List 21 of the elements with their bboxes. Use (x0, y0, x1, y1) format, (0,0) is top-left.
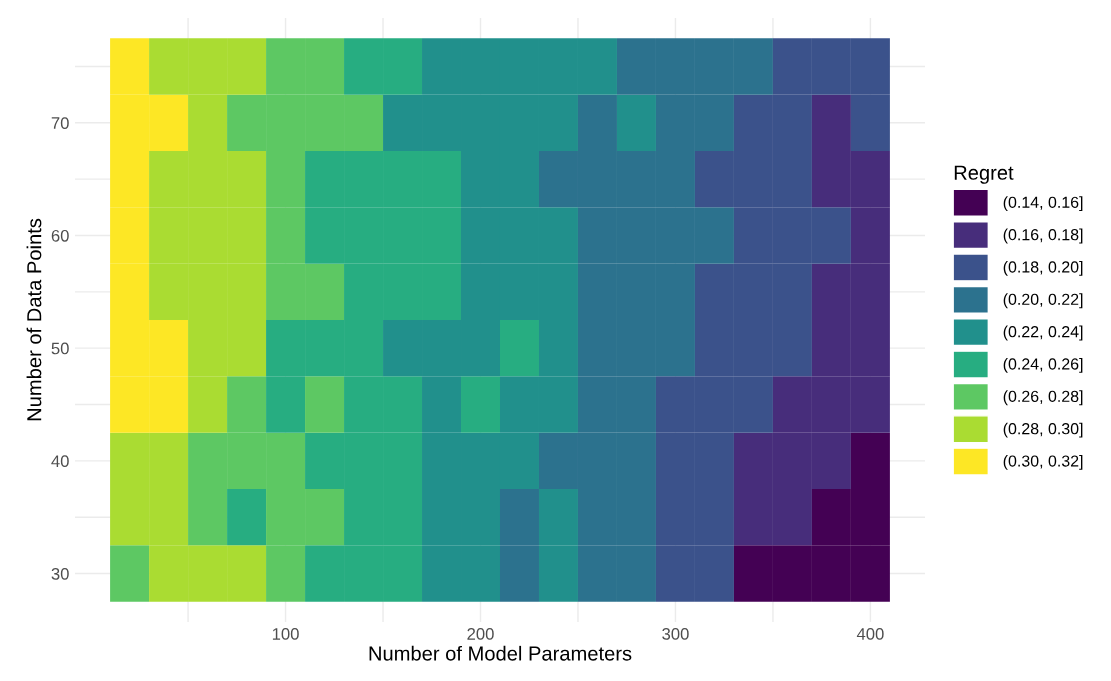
color-bar-label: (0.28, 0.30] (1003, 422, 1083, 438)
y-tick-label: 50 (51, 342, 69, 355)
x-tick-label: 300 (662, 628, 689, 640)
x-tick-label: 200 (467, 628, 494, 640)
y-tick-label: 40 (51, 455, 69, 468)
y-tick-label: 70 (51, 117, 69, 129)
color-bar-label: (0.26, 0.28] (1003, 390, 1083, 406)
color-bar-label: (0.30, 0.32] (1003, 454, 1083, 470)
x-axis-title: Number of Model Parameters (369, 645, 632, 661)
color-bar-label: (0.16, 0.18] (1003, 228, 1083, 244)
color-bar-label: (0.14, 0.16] (1003, 196, 1083, 212)
color-bar-label: (0.18, 0.20] (1003, 260, 1083, 276)
x-tick-label: 100 (272, 628, 299, 640)
y-axis-title: Number of Data Points (26, 218, 42, 421)
color-bar-label: (0.24, 0.26] (1003, 357, 1083, 373)
legend-title: Regret (954, 165, 1014, 184)
y-tick-label: 60 (51, 229, 69, 242)
color-bar-label: (0.22, 0.24] (1003, 325, 1083, 341)
x-tick-label: 400 (856, 628, 884, 640)
y-tick-label: 30 (51, 567, 69, 580)
color-bar-label: (0.20, 0.22] (1003, 293, 1083, 309)
